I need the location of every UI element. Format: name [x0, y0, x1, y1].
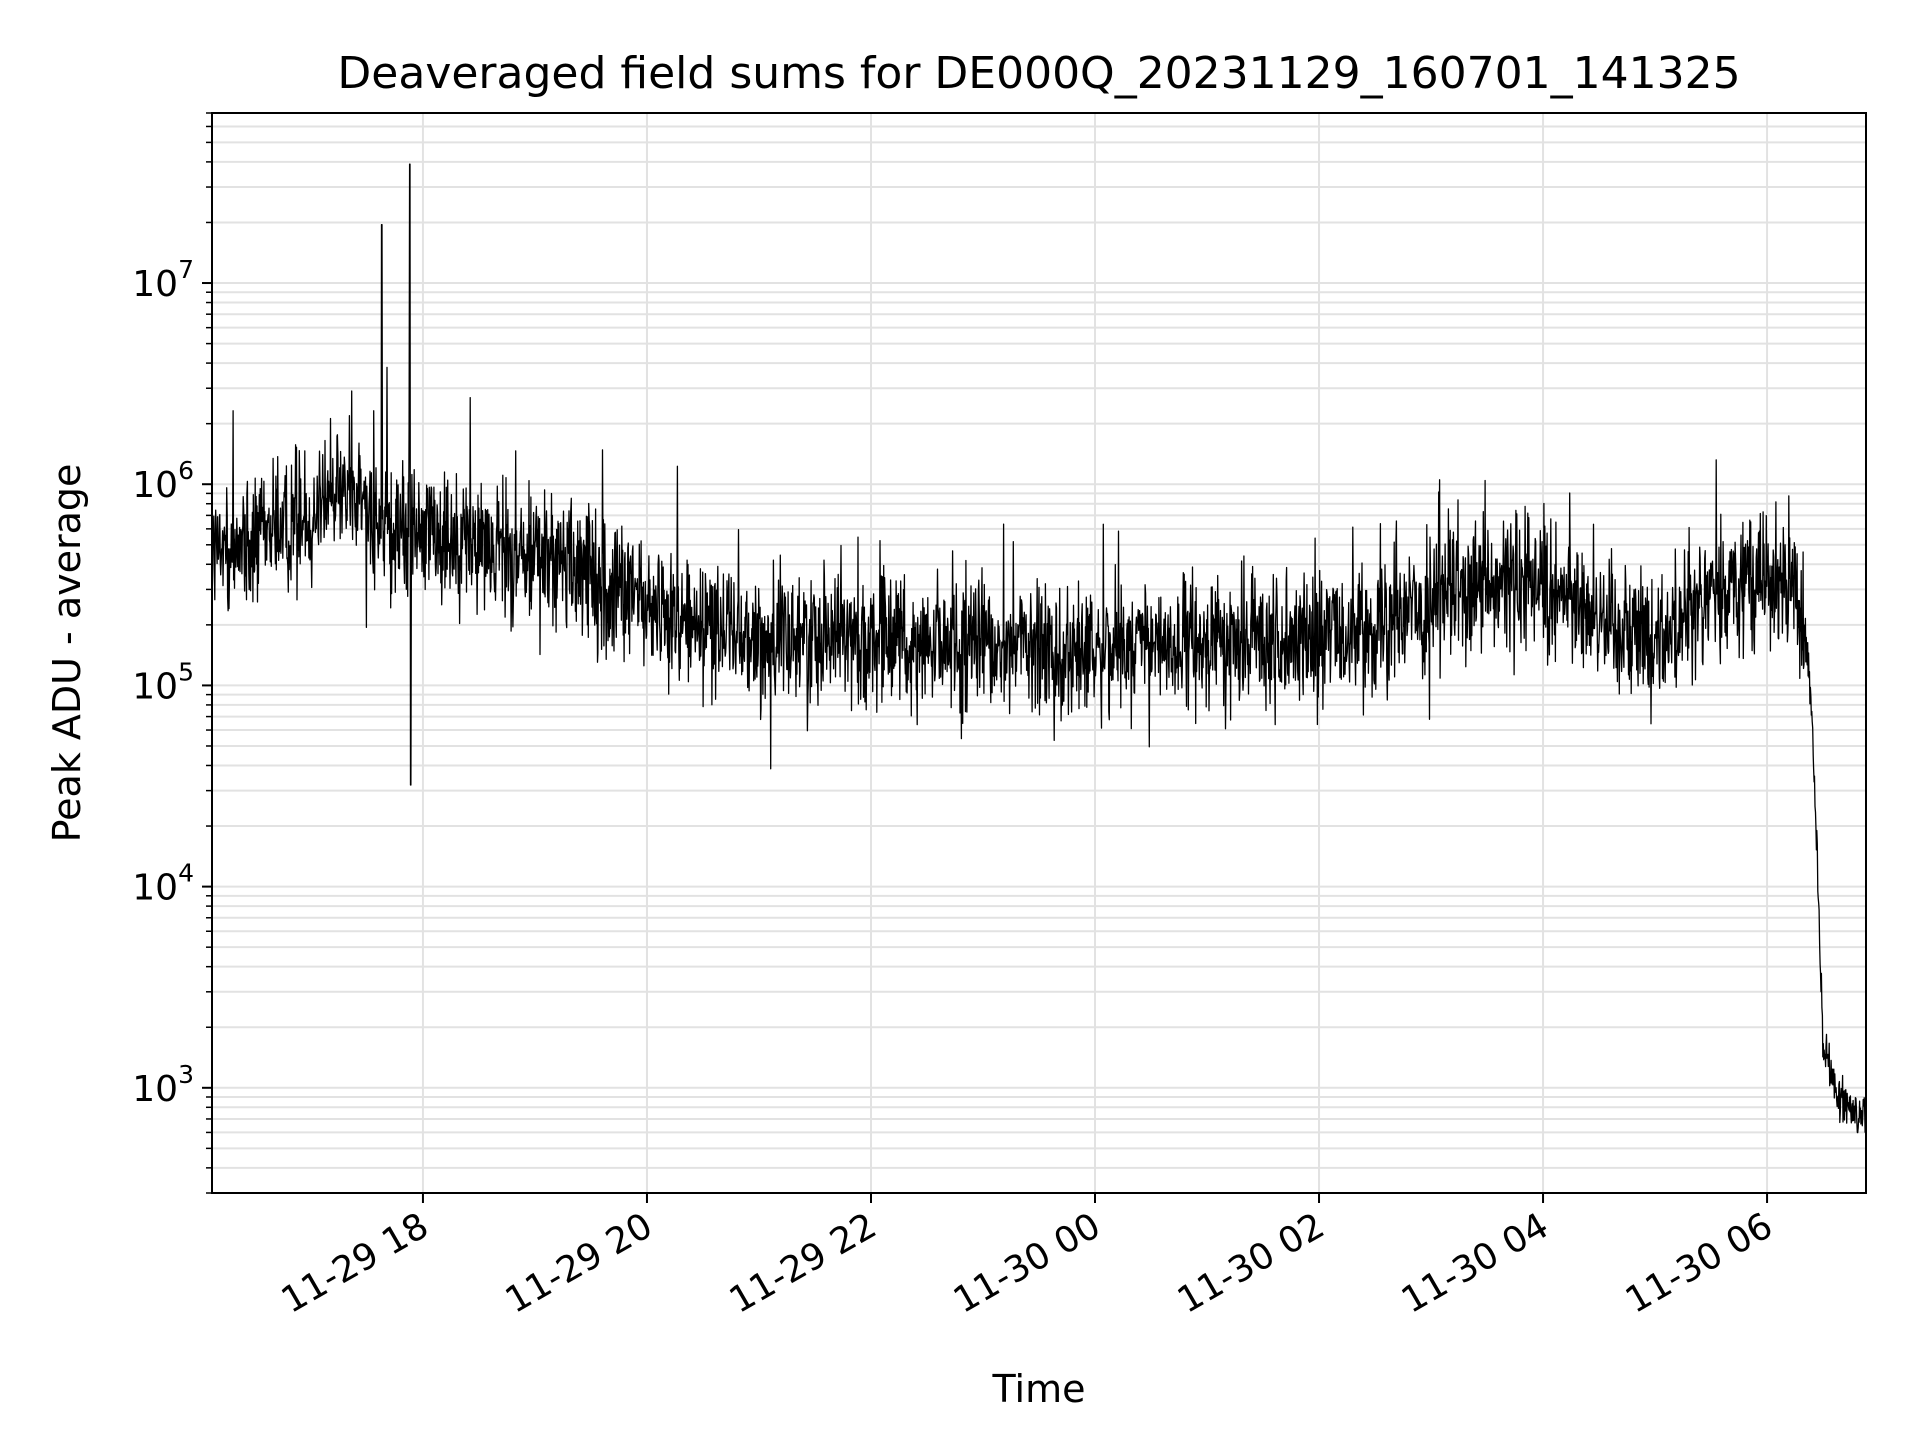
- x-axis-label: Time: [992, 1367, 1086, 1411]
- y-tick-label: 107: [132, 255, 194, 305]
- y-tick-base: 10: [132, 868, 178, 909]
- chart-title: Deaveraged field sums for DE000Q_2023112…: [337, 48, 1740, 99]
- y-tick-label: 103: [132, 1060, 194, 1110]
- y-tick-exponent: 3: [178, 1060, 194, 1089]
- y-tick-base: 10: [132, 1069, 178, 1110]
- y-axis-label: Peak ADU - average: [45, 464, 89, 843]
- series-line: [211, 163, 1867, 1134]
- y-tick-label: 104: [132, 859, 194, 909]
- y-tick-base: 10: [132, 666, 178, 707]
- y-tick-exponent: 6: [178, 456, 194, 485]
- y-tick-exponent: 5: [178, 657, 194, 686]
- y-tick-label: 106: [132, 456, 194, 506]
- data-layer: [211, 163, 1867, 1134]
- y-tick-exponent: 7: [178, 255, 194, 284]
- y-tick-base: 10: [132, 264, 178, 305]
- plot-frame: [211, 112, 1867, 1194]
- y-tick-base: 10: [132, 465, 178, 506]
- y-tick-label: 105: [132, 657, 194, 707]
- y-tick-exponent: 4: [178, 859, 194, 888]
